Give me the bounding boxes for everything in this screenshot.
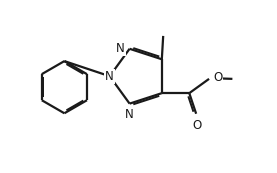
Text: O: O [213, 71, 222, 84]
Text: N: N [105, 70, 114, 83]
Text: N: N [125, 108, 134, 121]
Text: N: N [116, 42, 125, 55]
Text: O: O [192, 119, 201, 132]
